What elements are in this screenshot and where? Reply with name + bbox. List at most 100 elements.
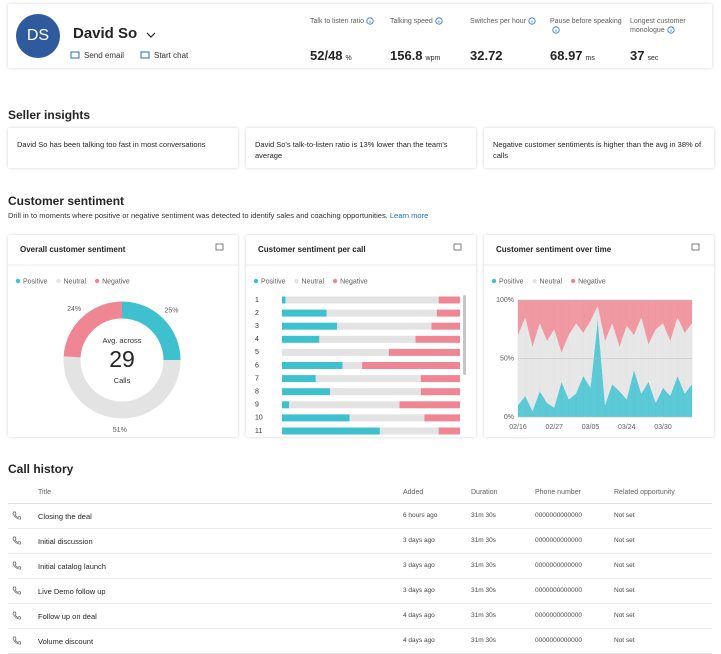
metric-unit: sec	[647, 55, 659, 62]
cell: Not set	[614, 562, 635, 569]
row-label: 1	[255, 297, 259, 304]
learn-more-link[interactable]: Learn more	[389, 211, 429, 220]
chart: Positive Neutral Negative 1 2 3 4 5 6 7 8 9 10 11	[246, 243, 476, 435]
scrollbar	[463, 295, 466, 375]
call-title: Volume discount	[38, 637, 94, 646]
action-icon[interactable]	[70, 51, 80, 60]
legend-marker	[570, 278, 576, 284]
legend-marker	[294, 278, 299, 284]
expand-icon[interactable]	[215, 243, 224, 251]
legend-label: Neutral	[302, 278, 325, 285]
info-icon[interactable]	[435, 17, 443, 25]
cell: 31m 30s	[471, 512, 496, 519]
metric-label-text: Switches per hour	[470, 18, 527, 25]
row-label: 4	[255, 336, 259, 343]
table-row[interactable]: Live Demo follow up 3 days ago 31m 30s 0000…	[8, 579, 712, 604]
legend-label: Positive	[261, 278, 286, 285]
bar-segment	[431, 322, 460, 330]
area	[518, 300, 692, 353]
chart-title: Customer sentiment over time	[496, 245, 612, 254]
insight-card[interactable]: David So's talk-to-listen ratio is 13% l…	[246, 128, 476, 168]
action-link[interactable]: Start chat	[154, 51, 189, 60]
table-row[interactable]: Initial discussion 3 days ago 31m 30s 00000…	[8, 529, 712, 554]
icon-shape	[691, 243, 700, 251]
cell: 0000000000000	[535, 512, 582, 519]
column-header: Related opportunity	[614, 489, 675, 496]
call-title: Closing the deal	[38, 512, 92, 521]
profile-card: DS David So Send email Start chat Talk to…	[8, 4, 712, 68]
cell: 31m 30s	[471, 562, 496, 569]
phone-icon	[12, 636, 21, 645]
metric-label: Pause before speaking	[550, 17, 622, 35]
donut-segment	[121, 301, 181, 361]
metric-label: Talk to listen ratio	[310, 17, 382, 26]
cell: 31m 30s	[471, 587, 496, 594]
insight-card[interactable]: Negative customer sentiments is higher t…	[484, 128, 714, 168]
call-title: Live Demo follow up	[38, 587, 106, 596]
insight-text: Negative customer sentiments is higher t…	[493, 140, 702, 160]
row-label: 2	[255, 310, 259, 317]
insight-text: David So has been talking too fast in mo…	[17, 140, 206, 149]
info-circle	[528, 17, 536, 25]
icon-shape	[12, 561, 21, 570]
bar-segment	[282, 296, 286, 304]
row-label: 10	[255, 415, 263, 422]
bar-segment	[415, 335, 460, 343]
metric-value: 37 sec	[630, 48, 658, 63]
action-link[interactable]: Send email	[84, 51, 125, 60]
row-label: 11	[255, 428, 262, 435]
info-icon[interactable]	[528, 17, 536, 25]
metric-label: Talking speed	[390, 17, 462, 26]
table-row[interactable]: Initial catalog launch 3 days ago 31m 30s 0…	[8, 554, 712, 579]
metric-unit: %	[345, 55, 352, 62]
row-label: 6	[255, 362, 259, 369]
row-label: 7	[255, 375, 259, 382]
info-icon[interactable]	[552, 26, 560, 34]
expand-icon[interactable]	[453, 243, 462, 251]
cell: 0000000000000	[535, 587, 582, 594]
legend-marker	[532, 278, 537, 284]
bar-segment	[282, 427, 380, 435]
bar-segment	[282, 322, 338, 330]
profile-name[interactable]: David So	[73, 25, 138, 42]
legend-label: Negative	[340, 278, 368, 285]
donut-segment	[63, 301, 123, 358]
legend-marker	[253, 278, 259, 284]
chart-title: Overall customer sentiment	[20, 245, 126, 254]
cell: 3 days ago	[403, 537, 435, 544]
phone-icon	[12, 611, 21, 620]
bar-segment	[424, 414, 460, 422]
cell: 0000000000000	[535, 612, 582, 619]
metric-number: 156.8	[390, 48, 423, 63]
table-row[interactable]: Follow up on deal 4 days ago 31m 30s 000000…	[8, 604, 712, 629]
cell: 0000000000000	[535, 637, 582, 644]
action-icon[interactable]	[140, 51, 150, 60]
chevron[interactable]	[146, 31, 156, 39]
expand-icon[interactable]	[691, 243, 700, 251]
sentiment-description: Drill in to moments where positive or ne…	[8, 211, 428, 220]
bar-segment	[282, 348, 389, 356]
cell: 3 days ago	[403, 562, 435, 569]
x-tick-label: 03/30	[654, 424, 672, 431]
metric-number: 52/48	[310, 48, 343, 63]
icon-shape	[12, 611, 21, 620]
info-icon[interactable]	[366, 17, 374, 25]
info-icon[interactable]	[667, 26, 675, 34]
chart-panel: Overall customer sentiment Positive Neutra…	[8, 235, 238, 437]
cell: 0000000000000	[535, 562, 582, 569]
cell: 3 days ago	[403, 587, 435, 594]
legend-marker	[15, 278, 21, 284]
insight-card[interactable]: David So has been talking too fast in mo…	[8, 128, 238, 168]
table-row[interactable]: Volume discount 4 days ago 31m 30s 00000000…	[8, 629, 712, 654]
bar-segment	[282, 401, 290, 409]
info-circle	[366, 17, 374, 25]
cell: 4 days ago	[403, 612, 435, 619]
icon-shape	[70, 51, 80, 59]
legend-marker	[94, 278, 100, 284]
bar-segment	[337, 322, 432, 330]
table-row[interactable]: Closing the deal 6 hours ago 31m 30s 000000…	[8, 504, 712, 529]
metric-label-text: Talk to listen ratio	[310, 18, 365, 25]
bar-segment	[285, 296, 439, 304]
column-header: Title	[38, 489, 51, 496]
metric-label-text: Longest customer monologue	[630, 18, 686, 34]
